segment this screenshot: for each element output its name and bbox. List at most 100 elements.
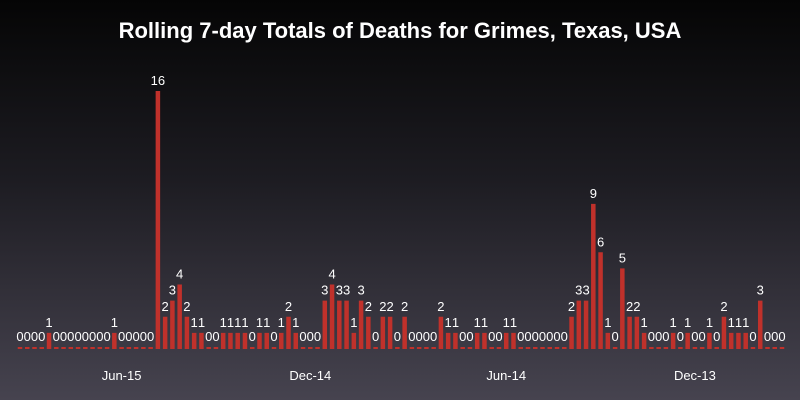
data-label: 0 [118, 329, 125, 344]
data-label: 0 [408, 329, 415, 344]
bar [191, 332, 197, 350]
data-label: 5 [619, 250, 626, 265]
bar [533, 347, 538, 349]
bar [373, 347, 378, 349]
x-axis-ticks-layer: Jun-15 Dec-14 Jun-14 Dec-13 [102, 368, 716, 383]
bar [728, 332, 734, 350]
data-label: 0 [662, 329, 669, 344]
bar [714, 347, 719, 349]
data-label: 0 [611, 329, 618, 344]
bar [25, 347, 30, 349]
data-label: 0 [495, 329, 502, 344]
bar [453, 332, 458, 350]
data-label: 1 [198, 315, 205, 330]
bar [678, 347, 683, 349]
data-label: 0 [249, 329, 256, 344]
data-label: 1 [241, 315, 248, 330]
bar [228, 332, 233, 350]
bar [605, 332, 611, 350]
data-label: 0 [212, 329, 219, 344]
bar [387, 316, 393, 349]
bar [104, 347, 110, 349]
bar [757, 300, 763, 350]
bar [649, 347, 654, 349]
data-label: 2 [437, 299, 444, 314]
bar [554, 347, 560, 349]
bar [772, 347, 777, 349]
bar [286, 316, 291, 349]
data-label: 1 [45, 315, 52, 330]
bar [17, 347, 23, 349]
data-label: 3 [336, 283, 343, 298]
bar [765, 347, 770, 349]
data-label: 0 [539, 329, 546, 344]
data-label: 0 [31, 329, 38, 344]
data-label: 1 [111, 315, 118, 330]
bar [329, 284, 335, 349]
bar [90, 347, 95, 349]
x-tick-label: Dec-13 [674, 368, 716, 383]
data-label: 1 [256, 315, 263, 330]
data-label: 0 [140, 329, 147, 344]
bar [503, 332, 509, 350]
data-label: 4 [328, 267, 335, 282]
bar [148, 347, 153, 349]
data-label: 0 [89, 329, 96, 344]
bar [779, 347, 785, 349]
data-label: 0 [488, 329, 495, 344]
bar [598, 252, 603, 349]
bar [170, 300, 175, 350]
bar [511, 332, 516, 350]
bar [308, 347, 313, 349]
data-label: 1 [706, 315, 713, 330]
data-label: 1 [350, 315, 357, 330]
bar [489, 347, 494, 349]
bar [155, 91, 161, 349]
data-label: 0 [778, 329, 785, 344]
bar [627, 316, 632, 349]
data-label: 2 [162, 299, 169, 314]
data-label: 1 [227, 315, 234, 330]
data-label: 2 [365, 299, 372, 314]
data-label: 0 [67, 329, 74, 344]
data-label: 0 [270, 329, 277, 344]
bar [242, 332, 248, 350]
data-label: 0 [655, 329, 662, 344]
data-label: 0 [132, 329, 139, 344]
bar [525, 347, 531, 349]
data-label: 1 [191, 315, 198, 330]
bar [612, 347, 618, 349]
data-label: 0 [299, 329, 306, 344]
bar [424, 347, 429, 349]
data-label: 1 [510, 315, 517, 330]
data-label: 1 [684, 315, 691, 330]
data-label: 3 [169, 283, 176, 298]
bar [97, 347, 103, 349]
data-label: 0 [74, 329, 81, 344]
data-label: 1 [742, 315, 749, 330]
data-label: 1 [640, 315, 647, 330]
bar [445, 332, 451, 350]
data-label: 0 [459, 329, 466, 344]
bar [293, 332, 299, 350]
x-tick-label: Jun-15 [102, 368, 142, 383]
data-label: 1 [474, 315, 481, 330]
bar [337, 300, 342, 350]
bar [409, 347, 415, 349]
bar [707, 332, 712, 350]
data-label: 0 [38, 329, 45, 344]
data-label: 1 [220, 315, 227, 330]
bar [402, 316, 407, 349]
bar [583, 300, 589, 350]
bar [279, 332, 284, 350]
data-label: 0 [553, 329, 560, 344]
data-label: 0 [205, 329, 212, 344]
bar [736, 332, 741, 350]
bar [220, 332, 226, 350]
data-label: 1 [481, 315, 488, 330]
data-label: 0 [423, 329, 430, 344]
data-label: 1 [670, 315, 677, 330]
bar [416, 347, 422, 349]
data-label: 0 [103, 329, 110, 344]
